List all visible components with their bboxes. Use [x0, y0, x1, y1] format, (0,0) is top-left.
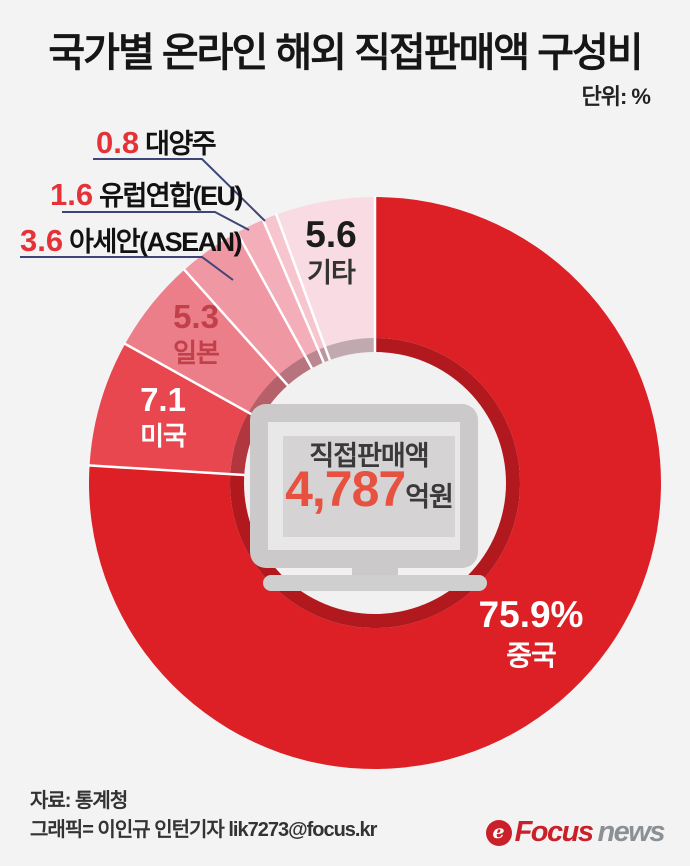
- callout-asean-value: 3.6: [20, 223, 64, 258]
- slice-separator: [261, 218, 326, 365]
- page-title: 국가별 온라인 해외 직접판매액 구성비: [48, 31, 643, 75]
- slice-name-usa: 미국: [140, 421, 187, 451]
- callout-eu-value: 1.6: [50, 177, 94, 212]
- slice-중국: [89, 197, 661, 770]
- slice-일본: [125, 269, 279, 413]
- slice-name-china: 중국: [506, 640, 557, 671]
- monitor-icon: [250, 404, 487, 591]
- callout-line-oceania: [93, 158, 266, 222]
- slice-label-japan: 5.3 일본: [173, 298, 220, 368]
- slice-대양주: [262, 214, 325, 350]
- logo-text-news: news: [597, 816, 665, 848]
- callout-asean: 3.6 아세안(ASEAN): [20, 220, 243, 259]
- slice-separator: [88, 464, 247, 477]
- slice-label-etc: 5.6 기타: [305, 216, 356, 287]
- focus-swirl-icon: e: [485, 819, 512, 846]
- slice-label-usa: 7.1 미국: [140, 381, 187, 451]
- slice-value-china: 75.9%: [478, 594, 584, 635]
- slice-아세안(ASEAN): [184, 232, 306, 375]
- center-unit: 억원: [405, 482, 454, 512]
- slice-기타: [276, 197, 375, 347]
- slice-value-japan: 5.3: [173, 298, 219, 335]
- slice-value-etc: 5.6: [305, 214, 357, 255]
- callout-line-asean: [20, 256, 234, 281]
- center-value-row: 4,787 억원: [285, 461, 454, 517]
- focus-news-logo: e Focus news: [485, 816, 665, 849]
- unit-label: 단위: %: [581, 84, 651, 109]
- center-value: 4,787: [285, 461, 406, 517]
- slice-value-usa: 7.1: [140, 381, 186, 418]
- callout-line-eu: [62, 211, 250, 231]
- slice-separator: [235, 230, 314, 371]
- slice-label-china: 75.9% 중국: [479, 596, 584, 670]
- slice-separator: [274, 213, 332, 363]
- callout-oceania: 0.8 대양주: [96, 122, 217, 161]
- slice-separator: [182, 268, 290, 388]
- center-title: 직접판매액: [309, 441, 429, 471]
- callout-asean-label: 아세안(ASEAN): [69, 227, 243, 257]
- callout-oceania-label: 대양주: [145, 129, 217, 159]
- slice-name-japan: 일본: [173, 338, 220, 368]
- slice-미국: [89, 343, 249, 475]
- logo-text-focus: Focus: [514, 816, 594, 848]
- slice-name-etc: 기타: [307, 258, 356, 288]
- slice-depth-아세안(ASEAN): [278, 355, 313, 387]
- slice-유럽연합(EU): [237, 219, 319, 356]
- callout-lines: [20, 158, 266, 281]
- callout-eu-label: 유럽연합(EU): [99, 181, 243, 211]
- slice-depth-대양주: [318, 346, 331, 365]
- credit-note: 그래픽= 이인규 인턴기자 lik7273@focus.kr: [30, 819, 377, 841]
- slice-depth-기타: [324, 338, 375, 362]
- callout-oceania-value: 0.8: [96, 125, 140, 160]
- slice-separator: [123, 342, 263, 422]
- source-note: 자료: 통계청: [30, 790, 128, 812]
- callout-eu: 1.6 유럽연합(EU): [50, 174, 243, 213]
